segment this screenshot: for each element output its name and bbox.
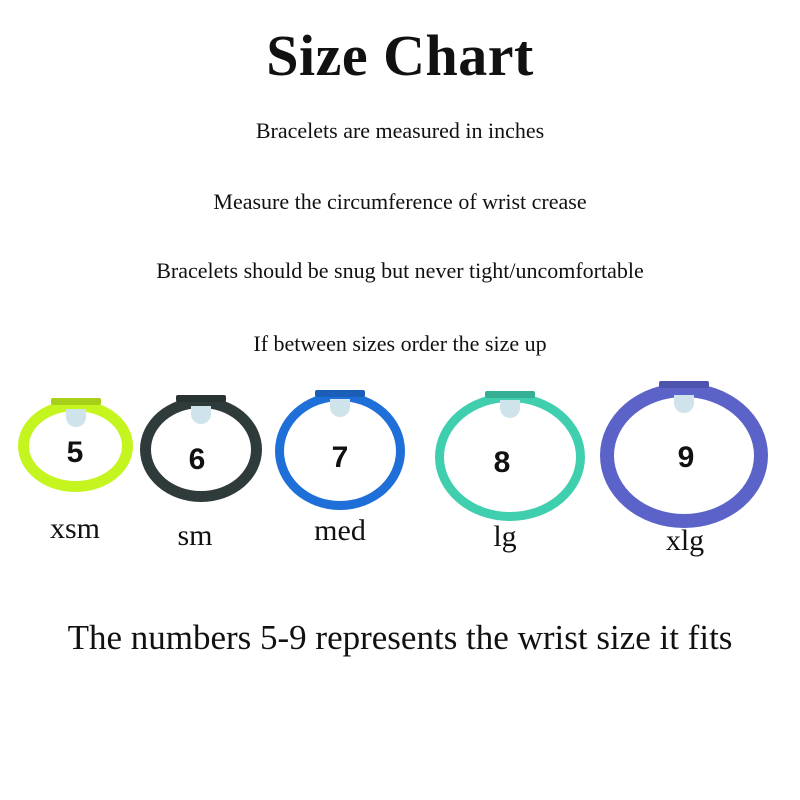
instruction-fit: Bracelets should be snug but never tight… <box>156 258 644 283</box>
snap-button-icon <box>330 399 350 417</box>
snap-button-icon <box>674 395 694 413</box>
wrist-size-number: 9 <box>677 441 695 474</box>
bracelet-sm <box>140 395 262 502</box>
wrist-size-number: 7 <box>331 441 349 474</box>
instruction-between-sizes: If between sizes order the size up <box>253 331 547 356</box>
bracelet-med <box>275 390 405 510</box>
size-label: sm <box>177 519 213 552</box>
strap-overlap <box>176 395 226 402</box>
footer-note: The numbers 5-9 represents the wrist siz… <box>67 618 733 657</box>
wrist-size-number: 8 <box>493 446 511 479</box>
strap-overlap <box>485 391 535 398</box>
snap-button-icon <box>500 400 520 418</box>
wrist-size-number: 6 <box>188 443 206 476</box>
page-title: Size Chart <box>266 23 534 88</box>
instruction-measure: Measure the circumference of wrist creas… <box>213 189 587 214</box>
instruction-units: Bracelets are measured in inches <box>255 118 545 143</box>
size-label: xsm <box>49 512 101 545</box>
bracelet-xsm <box>18 398 133 492</box>
snap-button-icon <box>191 406 211 424</box>
strap-overlap <box>659 381 709 388</box>
strap-overlap <box>50 398 101 405</box>
snap-button-icon <box>65 409 86 427</box>
size-label: lg <box>493 520 517 553</box>
size-label: med <box>314 514 366 547</box>
strap-overlap <box>315 390 365 397</box>
bracelet-lg <box>435 391 585 521</box>
size-label: xlg <box>665 524 705 557</box>
wrist-size-number: 5 <box>66 436 84 469</box>
